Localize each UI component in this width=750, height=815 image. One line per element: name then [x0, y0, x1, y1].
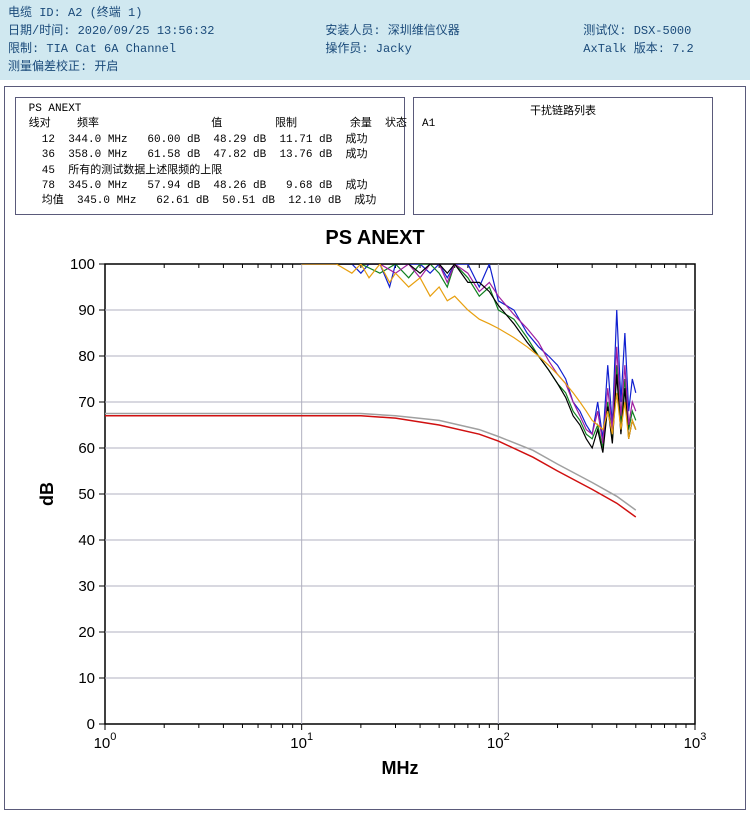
cable-id: 电缆 ID: A2 (终端 1): [8, 4, 328, 22]
svg-text:103: 103: [684, 731, 707, 752]
info-header: 电缆 ID: A2 (终端 1) 日期/时间: 2020/09/25 13:56…: [0, 0, 750, 80]
results-table: PS ANEXT 线对 频率 值 限制 余量 状态 12 344.0 MHz 6…: [15, 97, 405, 215]
svg-text:10: 10: [78, 670, 95, 687]
tester: 测试仪: DSX-5000: [583, 22, 742, 40]
correction: 测量偏差校正: 开启: [8, 58, 328, 76]
main-panel: PS ANEXT 线对 频率 值 限制 余量 状态 12 344.0 MHz 6…: [4, 86, 746, 810]
version: AxTalk 版本: 7.2: [583, 40, 742, 58]
svg-text:80: 80: [78, 348, 95, 365]
limit-spec: 限制: TIA Cat 6A Channel: [8, 40, 325, 58]
svg-text:40: 40: [78, 532, 95, 549]
chart-svg: 0 10 20 30 40 50 60 70 80 90 100 100 101 102 103 MHz dB: [35, 254, 715, 784]
chart-title: PS ANEXT: [35, 227, 715, 250]
svg-text:20: 20: [78, 624, 95, 641]
link-list-panel: 干扰链路列表 A1: [413, 97, 713, 215]
svg-text:dB: dB: [37, 482, 57, 506]
svg-text:MHz: MHz: [382, 758, 419, 778]
svg-text:30: 30: [78, 578, 95, 595]
chart: PS ANEXT 0 10 20 30 40 50 60 70 80 90 100 100 101 102…: [35, 227, 715, 789]
svg-text:101: 101: [290, 731, 313, 752]
svg-text:90: 90: [78, 302, 95, 319]
svg-text:100: 100: [94, 731, 117, 752]
datetime: 日期/时间: 2020/09/25 13:56:32: [8, 22, 325, 40]
svg-text:102: 102: [487, 731, 510, 752]
link-list-item: A1: [422, 118, 704, 130]
svg-text:50: 50: [78, 486, 95, 503]
installer: 安装人员: 深圳维信仪器: [325, 22, 583, 40]
svg-text:70: 70: [78, 394, 95, 411]
svg-text:100: 100: [70, 256, 95, 273]
svg-text:0: 0: [87, 716, 95, 733]
operator: 操作员: Jacky: [325, 40, 583, 58]
link-list-title: 干扰链路列表: [422, 102, 704, 118]
svg-text:60: 60: [78, 440, 95, 457]
